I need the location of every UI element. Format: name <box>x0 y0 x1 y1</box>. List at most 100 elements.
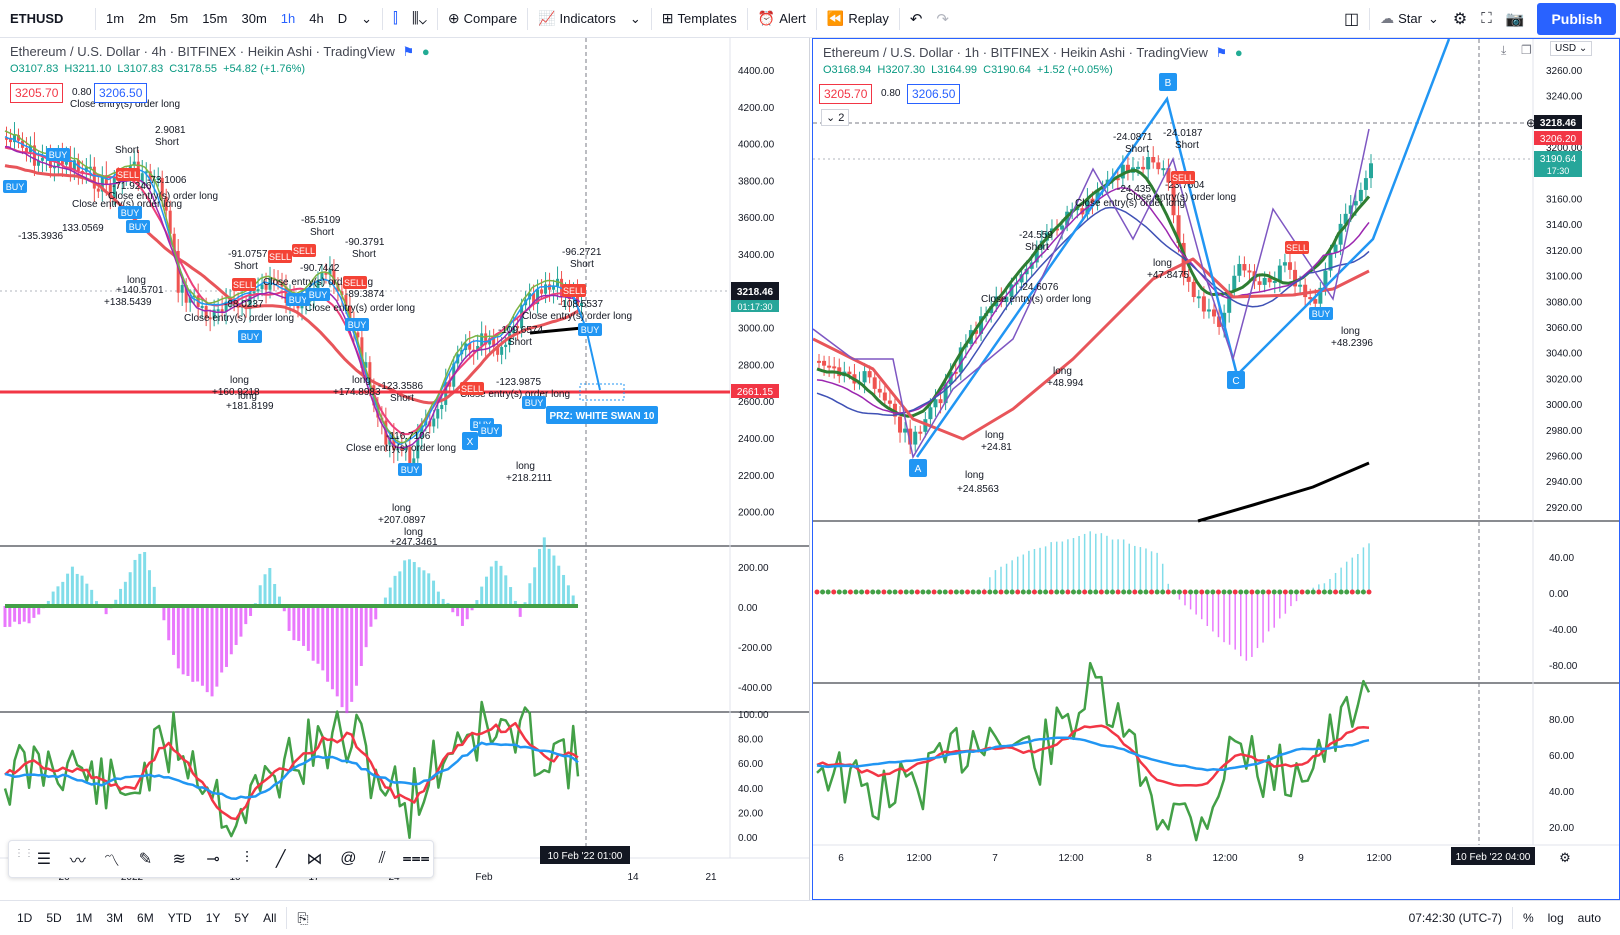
settings-gear-icon[interactable]: ⚙ <box>1452 10 1468 28</box>
price-axis-label: 2800.00 <box>738 360 775 371</box>
maximize-pane-icon[interactable]: ❐ <box>1521 43 1532 57</box>
range-1m[interactable]: 1M <box>75 911 93 925</box>
flag-icon[interactable]: ⚑ <box>1215 45 1228 60</box>
range-ytd[interactable]: YTD <box>167 911 192 925</box>
buy-tag <box>238 330 262 343</box>
candle-body <box>512 326 516 334</box>
bars-pattern-tool-icon[interactable]: ⫶ <box>244 850 249 867</box>
interval-d[interactable]: D <box>337 11 348 26</box>
interval-15m[interactable]: 15m <box>202 11 228 26</box>
range-1y[interactable]: 1Y <box>205 911 221 925</box>
abcd-pattern-tool-icon[interactable]: 〰 <box>69 853 86 870</box>
scroll-to-realtime-icon[interactable]: ⤓ <box>1501 43 1507 57</box>
interval-2m[interactable]: 2m <box>138 11 157 26</box>
alert-button[interactable]: ⏰ Alert <box>751 0 813 38</box>
candle-body <box>68 159 72 171</box>
candle-style-icon[interactable]: ⫼⌄ <box>411 10 427 27</box>
candle-body <box>132 161 136 166</box>
right-sell-price-button[interactable]: 3205.70 <box>819 84 873 104</box>
candle-body <box>862 371 867 383</box>
brush-tool-icon[interactable]: ✎ <box>138 851 153 868</box>
log-scale-toggle[interactable]: log <box>1547 911 1564 925</box>
range-5y[interactable]: 5Y <box>234 911 250 925</box>
redo-icon[interactable]: ↷ <box>936 10 949 28</box>
osc-dot <box>1288 589 1294 595</box>
osc-dot <box>1020 589 1026 595</box>
flag-icon[interactable]: ⚑ <box>402 44 415 59</box>
price-axis-label: 3400.00 <box>738 250 775 261</box>
publish-button[interactable]: Publish <box>1537 2 1616 35</box>
buy-tag <box>345 318 369 331</box>
osc-dot <box>909 589 915 595</box>
range-all[interactable]: All <box>263 911 277 925</box>
candle-body <box>1338 223 1343 245</box>
interval-5m[interactable]: 5m <box>170 11 189 26</box>
range-6m[interactable]: 6M <box>137 911 154 925</box>
osc-dot <box>1082 589 1088 595</box>
rsi-axis-label: 40.00 <box>738 784 763 795</box>
fib-channel-tool-icon[interactable]: ⩶ <box>402 850 430 867</box>
range-5d[interactable]: 5D <box>46 911 62 925</box>
ma-black-line <box>1197 461 1370 523</box>
horizontal-ray-tool-icon[interactable]: ⊸ <box>206 851 220 868</box>
clock-readout[interactable]: 07:42:30 (UTC-7) <box>1408 911 1502 925</box>
xabcd-pattern-tool-icon[interactable]: ⋈ <box>306 851 323 868</box>
left-spread: 0.80 <box>72 87 92 98</box>
osc-dot <box>859 589 865 595</box>
candle-body <box>1055 228 1060 231</box>
auto-scale-toggle[interactable]: auto <box>1577 911 1601 925</box>
trade-annotation: Close entry(s) order long <box>72 199 182 210</box>
trade-annotation: long <box>127 275 146 286</box>
candle-body <box>344 295 348 306</box>
trend-line-tool-icon[interactable]: ╱ <box>275 851 286 868</box>
buy-tag-label: BUY <box>309 290 328 300</box>
undo-icon[interactable]: ↶ <box>909 10 923 28</box>
left-legend-exchange: BITFINEX <box>177 44 237 59</box>
star-layout-button[interactable]: ☁ Star ⌄ <box>1373 0 1446 38</box>
indicators-button[interactable]: 📈 Indicators <box>531 0 623 38</box>
fib-tool-icon[interactable]: ≋ <box>172 851 186 868</box>
left-legend-source: TradingView <box>323 44 395 59</box>
osc-dot <box>1355 589 1361 595</box>
horizontal-lines-tool-icon[interactable]: ☰ <box>36 851 52 868</box>
left-chart-pane[interactable]: 4400.00 4200.00 4000.00 3800.00 3600.00 3400.… <box>0 38 810 900</box>
right-high: H3207.30 <box>877 64 926 76</box>
range-1d[interactable]: 1D <box>17 911 33 925</box>
parallel-channel-tool-icon[interactable]: ⫽ <box>378 850 386 867</box>
osc-dot <box>1171 589 1177 595</box>
range-3m[interactable]: 3M <box>106 911 124 925</box>
percent-scale-toggle[interactable]: % <box>1522 911 1534 925</box>
candle-body <box>877 388 882 393</box>
fullscreen-icon[interactable]: ⛶ <box>1481 10 1492 27</box>
candle-body <box>1232 275 1237 291</box>
left-chart-canvas[interactable]: 4400.00 4200.00 4000.00 3800.00 3600.00 3400.… <box>0 38 810 900</box>
right-chart-pane[interactable]: 3260.003240.003220.003200.003180.003160.… <box>812 38 1620 900</box>
interval-30m[interactable]: 30m <box>241 11 267 26</box>
currency-selector[interactable]: USD ⌄ <box>1550 41 1593 56</box>
left-sell-price-button[interactable]: 3205.70 <box>10 83 64 103</box>
interval-4h[interactable]: 4h <box>309 11 324 26</box>
candle-body <box>1034 248 1039 263</box>
layers-toggle-button[interactable]: ⌄ 2 <box>821 109 850 126</box>
candle-body <box>1242 264 1247 271</box>
date-range-calendar-icon[interactable]: ⎘ <box>297 909 309 926</box>
compare-button[interactable]: ⊕ Compare <box>441 0 524 38</box>
interval-dropdown-chevron-icon[interactable]: ⌄ <box>361 10 373 26</box>
right-chart-canvas[interactable]: 3260.003240.003220.003200.003180.003160.… <box>813 39 1619 899</box>
layout-icon[interactable]: ◫ <box>1344 10 1360 28</box>
templates-button[interactable]: ⊞ Templates <box>655 0 744 38</box>
countdown-label: 01:17:30 <box>737 302 772 312</box>
interval-1h[interactable]: 1h <box>280 11 296 26</box>
left-buy-price-button[interactable]: 3206.50 <box>94 83 148 103</box>
drag-grip-icon[interactable]: ⋮⋮ <box>14 848 34 859</box>
interval-1m[interactable]: 1m <box>106 11 125 26</box>
bar-style-icon[interactable]: ⫿ <box>393 10 398 27</box>
symbol-search-button[interactable]: ETHUSD <box>10 11 64 26</box>
camera-icon[interactable]: 📷 <box>1505 10 1525 28</box>
elliott-wave-tool-icon[interactable]: 〽 <box>103 853 120 870</box>
right-buy-price-button[interactable]: 3206.50 <box>907 84 961 104</box>
osc-dot <box>1349 589 1355 595</box>
indicators-chevron-icon[interactable]: ⌄ <box>629 10 641 26</box>
replay-button[interactable]: ⏪ Replay <box>820 0 896 38</box>
fib-spiral-tool-icon[interactable]: @ <box>340 850 357 867</box>
